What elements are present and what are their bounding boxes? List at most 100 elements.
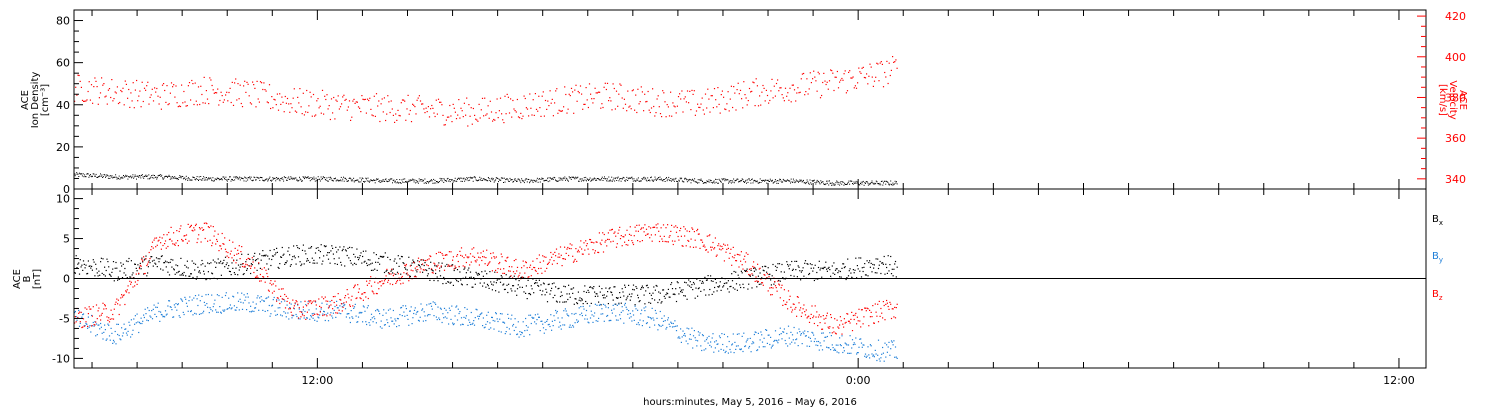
- bx-point: [111, 272, 112, 273]
- density-point: [316, 178, 317, 179]
- bx-point: [872, 264, 873, 265]
- bx-point: [193, 263, 194, 264]
- by-point: [639, 320, 640, 321]
- density-point: [409, 181, 410, 182]
- bz-point: [777, 291, 778, 292]
- density-point: [280, 180, 281, 181]
- by-point: [596, 320, 597, 321]
- bx-point: [373, 252, 374, 253]
- bx-point: [565, 286, 566, 287]
- velocity-point: [856, 88, 857, 89]
- bx-point: [113, 261, 114, 262]
- by-point: [729, 349, 730, 350]
- by-point: [783, 332, 784, 333]
- velocity-point: [602, 107, 603, 108]
- bz-point: [395, 283, 396, 284]
- by-point: [213, 306, 214, 307]
- velocity-point: [458, 99, 459, 100]
- by-point: [181, 299, 182, 300]
- bz-point: [321, 307, 322, 308]
- by-point: [124, 324, 125, 325]
- bz-point: [870, 316, 871, 317]
- by-point: [809, 346, 810, 347]
- density-point: [868, 185, 869, 186]
- bx-point: [162, 270, 163, 271]
- bz-point: [837, 326, 838, 327]
- density-point: [132, 176, 133, 177]
- velocity-point: [233, 105, 234, 106]
- density-point: [362, 178, 363, 179]
- bx-point: [533, 292, 534, 293]
- bx-point: [347, 255, 348, 256]
- density-point: [455, 178, 456, 179]
- bx-point: [416, 270, 417, 271]
- by-point: [300, 318, 301, 319]
- density-point: [744, 182, 745, 183]
- density-point: [691, 182, 692, 183]
- bx-point: [717, 290, 718, 291]
- bx-point: [270, 250, 271, 251]
- velocity-point: [691, 90, 692, 91]
- by-point: [527, 330, 528, 331]
- density-point: [433, 179, 434, 180]
- bz-point: [767, 273, 768, 274]
- by-point: [860, 338, 861, 339]
- bx-point: [108, 266, 109, 267]
- bz-point: [209, 227, 210, 228]
- by-point: [365, 321, 366, 322]
- by-point: [803, 333, 804, 334]
- bx-point: [796, 261, 797, 262]
- density-point: [722, 178, 723, 179]
- velocity-point: [646, 101, 647, 102]
- by-point: [640, 313, 641, 314]
- bx-point: [91, 266, 92, 267]
- bz-point: [887, 303, 888, 304]
- density-point: [783, 179, 784, 180]
- density-point: [406, 182, 407, 183]
- velocity-point: [291, 107, 292, 108]
- by-point: [674, 326, 675, 327]
- density-point: [259, 180, 260, 181]
- velocity-point: [449, 105, 450, 106]
- bx-point: [323, 255, 324, 256]
- velocity-point: [510, 98, 511, 99]
- density-point: [760, 178, 761, 179]
- bx-point: [277, 252, 278, 253]
- bz-point: [245, 264, 246, 265]
- density-point: [564, 177, 565, 178]
- bx-point: [799, 270, 800, 271]
- density-point: [766, 180, 767, 181]
- density-point: [757, 181, 758, 182]
- bz-point: [578, 250, 579, 251]
- by-point: [704, 341, 705, 342]
- density-point: [302, 180, 303, 181]
- bz-point: [236, 254, 237, 255]
- density-point: [859, 184, 860, 185]
- bx-point: [118, 277, 119, 278]
- velocity-point: [536, 109, 537, 110]
- bz-point: [318, 298, 319, 299]
- velocity-point: [643, 110, 644, 111]
- bx-point: [248, 254, 249, 255]
- bz-point: [630, 226, 631, 227]
- bz-point: [393, 275, 394, 276]
- bz-point: [163, 234, 164, 235]
- by-point: [652, 308, 653, 309]
- density-point: [198, 180, 199, 181]
- density-point: [811, 184, 812, 185]
- bz-point: [601, 244, 602, 245]
- density-point: [414, 181, 415, 182]
- bx-point: [472, 287, 473, 288]
- bz-point: [215, 243, 216, 244]
- velocity-point: [93, 86, 94, 87]
- by-point: [545, 329, 546, 330]
- velocity-point: [227, 100, 228, 101]
- velocity-point: [468, 104, 469, 105]
- bz-point: [302, 314, 303, 315]
- bz-point: [480, 252, 481, 253]
- density-point: [804, 182, 805, 183]
- bx-point: [377, 270, 378, 271]
- by-point: [712, 333, 713, 334]
- density-point: [849, 184, 850, 185]
- by-point: [257, 295, 258, 296]
